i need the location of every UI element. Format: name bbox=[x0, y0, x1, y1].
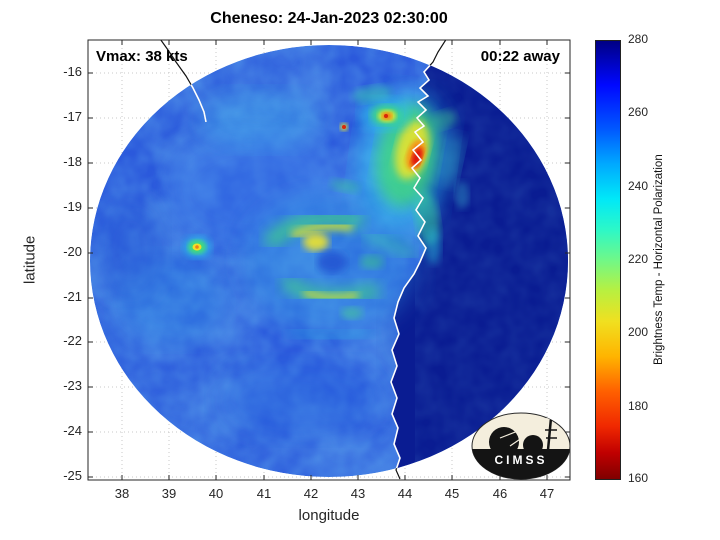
page-title: Cheneso: 24-Jan-2023 02:30:00 bbox=[210, 10, 448, 27]
x-tick-label: 42 bbox=[303, 486, 319, 501]
y-tick-label: -16 bbox=[63, 64, 82, 79]
y-tick-label: -18 bbox=[63, 154, 82, 169]
x-axis-label: longitude bbox=[298, 507, 360, 524]
colorbar-tick-label: 160 bbox=[628, 471, 649, 485]
y-tick-label: -24 bbox=[63, 423, 82, 438]
small-dome-icon bbox=[523, 435, 543, 455]
y-tick-label: -19 bbox=[63, 199, 82, 214]
radio-tower-icon bbox=[546, 417, 553, 451]
cimss-logo bbox=[471, 412, 570, 480]
microwave-swath bbox=[90, 45, 568, 477]
colorbar-label: Brightness Temp - Horizontal Polarizatio… bbox=[653, 154, 665, 366]
x-tick-label: 38 bbox=[114, 486, 130, 501]
colorbar-tick-label: 200 bbox=[628, 325, 649, 339]
y-tick-label: -21 bbox=[63, 289, 82, 304]
x-tick-label: 41 bbox=[256, 486, 272, 501]
colorbar-tick-label: 180 bbox=[628, 399, 649, 413]
colorbar-gradient bbox=[595, 40, 621, 480]
y-tick-label: -17 bbox=[63, 109, 82, 124]
x-tick-label: 40 bbox=[208, 486, 224, 501]
y-tick-label: -20 bbox=[63, 244, 82, 259]
y-tick-label: -25 bbox=[63, 468, 82, 483]
colorbar-tick-label: 220 bbox=[628, 252, 649, 266]
y-tick-label: -22 bbox=[63, 333, 82, 348]
time-away-annotation: 00:22 away bbox=[480, 48, 560, 65]
x-tick-label: 46 bbox=[492, 486, 508, 501]
cimss-logo-text: CIMSS bbox=[494, 453, 548, 467]
axes-box bbox=[87, 39, 571, 481]
x-tick-label: 47 bbox=[539, 486, 555, 501]
x-tick-label: 43 bbox=[350, 486, 366, 501]
colorbar-tick-label: 240 bbox=[628, 179, 649, 193]
x-tick-label: 44 bbox=[397, 486, 413, 501]
x-tick-label: 45 bbox=[444, 486, 460, 501]
y-tick-label: -23 bbox=[63, 378, 82, 393]
y-axis-label: latitude bbox=[21, 235, 39, 285]
colorbar-tick-label: 280 bbox=[628, 32, 649, 46]
x-tick-label: 39 bbox=[161, 486, 177, 501]
colorbar-tick-label: 260 bbox=[628, 105, 649, 119]
observatory-dome-icon bbox=[489, 427, 519, 457]
vmax-annotation: Vmax: 38 kts bbox=[96, 48, 188, 65]
